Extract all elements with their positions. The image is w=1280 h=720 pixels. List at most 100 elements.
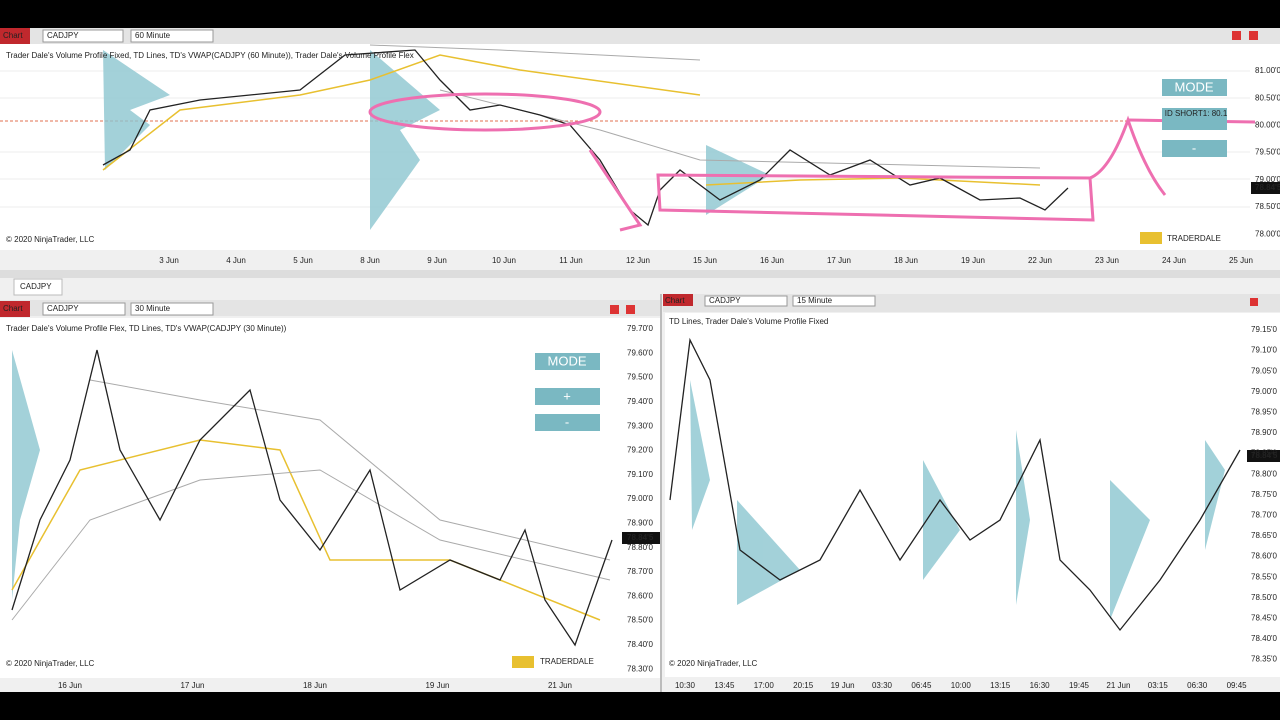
logo: TRADERDALE bbox=[1167, 234, 1221, 243]
volume-profile bbox=[12, 50, 1225, 620]
interval-select[interactable] bbox=[130, 302, 214, 316]
instrument-select[interactable] bbox=[42, 302, 126, 316]
price-tick: 78.00'0 bbox=[1255, 229, 1280, 238]
chart-tab[interactable] bbox=[0, 301, 30, 317]
close-button[interactable] bbox=[1250, 298, 1258, 306]
price-axis bbox=[1247, 313, 1280, 677]
date-label: 3 Jun bbox=[159, 256, 179, 265]
price-tick: 78.30'0 bbox=[627, 664, 654, 673]
tab-label[interactable]: Chart bbox=[665, 296, 685, 305]
price-tick: 78.50'0 bbox=[627, 616, 654, 625]
price-tick: 79.05'0 bbox=[1251, 366, 1278, 375]
workspace-tab[interactable] bbox=[13, 278, 63, 296]
date-label: 18 Jun bbox=[894, 256, 918, 265]
minus-button[interactable] bbox=[535, 414, 600, 431]
date-label: 12 Jun bbox=[626, 256, 650, 265]
workspace-tab-label[interactable]: CADJPY bbox=[20, 282, 52, 291]
button-label[interactable]: - bbox=[565, 414, 569, 429]
time-label: 06:30 bbox=[1187, 681, 1208, 690]
price-tick: 78.70'0 bbox=[627, 567, 654, 576]
interval-select[interactable] bbox=[130, 29, 214, 43]
button-label[interactable]: MODE bbox=[1175, 79, 1214, 94]
tab-label[interactable]: Chart bbox=[3, 304, 23, 313]
time-label: 06:45 bbox=[911, 681, 932, 690]
date-label: 8 Jun bbox=[360, 256, 380, 265]
button-label[interactable]: MODE bbox=[548, 353, 587, 368]
price-tick: 81.00'0 bbox=[1255, 66, 1280, 75]
price-axis bbox=[1250, 44, 1280, 250]
price-badge bbox=[622, 532, 660, 544]
interval-select[interactable] bbox=[792, 295, 876, 307]
price-tick: 79.20'0 bbox=[627, 446, 654, 455]
time-label: 09:45 bbox=[1227, 681, 1248, 690]
price-tick: 80.50'0 bbox=[1255, 93, 1280, 102]
instrument: CADJPY bbox=[47, 304, 79, 313]
time-label: 03:15 bbox=[1148, 681, 1169, 690]
date-label: 16 Jun bbox=[760, 256, 784, 265]
copyright: © 2020 NinjaTrader, LLC bbox=[6, 235, 95, 244]
instrument: CADJPY bbox=[709, 296, 741, 305]
date-label: 10 Jun bbox=[492, 256, 516, 265]
time-label: 17:00 bbox=[754, 681, 775, 690]
price-tick: 78.90'0 bbox=[627, 519, 654, 528]
price-tick: 78.60'0 bbox=[1251, 552, 1278, 561]
date-label: 17 Jun bbox=[180, 681, 204, 690]
time-label: 10:30 bbox=[675, 681, 696, 690]
button-label[interactable]: - bbox=[1192, 140, 1196, 155]
price-tick: 79.60'0 bbox=[627, 348, 654, 357]
chart-tab[interactable] bbox=[663, 294, 693, 306]
close-button[interactable] bbox=[1232, 31, 1241, 40]
time-label: 13:15 bbox=[990, 681, 1011, 690]
price-tick: 78.35'0 bbox=[1251, 655, 1278, 664]
interval: 60 Minute bbox=[135, 31, 171, 40]
time-label: 20:15 bbox=[793, 681, 814, 690]
price-tick: 79.50'0 bbox=[1255, 148, 1280, 157]
time-label: 10:00 bbox=[951, 681, 972, 690]
copyright: © 2020 NinjaTrader, LLC bbox=[6, 659, 95, 668]
price-tick: 78.50'0 bbox=[1251, 593, 1278, 602]
instrument: CADJPY bbox=[47, 31, 79, 40]
price-badge bbox=[1247, 450, 1280, 462]
instrument-select[interactable] bbox=[42, 29, 124, 43]
minus-button[interactable] bbox=[1162, 140, 1227, 157]
chart-tab[interactable] bbox=[0, 28, 30, 44]
date-label: 18 Jun bbox=[303, 681, 327, 690]
date-label: 22 Jun bbox=[1028, 256, 1052, 265]
date-label: 16 Jun bbox=[58, 681, 82, 690]
price-tick: 78.65'0 bbox=[1251, 531, 1278, 540]
time-label: 13:45 bbox=[714, 681, 735, 690]
date-label: 25 Jun bbox=[1229, 256, 1253, 265]
interval: 15 Minute bbox=[797, 296, 833, 305]
time-label: 19 Jun bbox=[831, 681, 855, 690]
price-tick: 78.40'0 bbox=[627, 640, 654, 649]
price-tick: 79.00'0 bbox=[627, 494, 654, 503]
tab-label[interactable]: Chart bbox=[3, 31, 23, 40]
plus-button[interactable] bbox=[1162, 108, 1227, 130]
order-label: ID SHORT1: 80.1 bbox=[1165, 109, 1228, 118]
close-button[interactable] bbox=[610, 305, 619, 314]
price-tick: 80.00'0 bbox=[1255, 121, 1280, 130]
date-label: 21 Jun bbox=[548, 681, 572, 690]
mode-button[interactable] bbox=[535, 353, 600, 370]
logo-mark bbox=[512, 232, 1162, 668]
interval: 30 Minute bbox=[135, 304, 171, 313]
plot-area bbox=[0, 318, 622, 678]
toolbar bbox=[0, 28, 1280, 44]
time-label: 16:30 bbox=[1030, 681, 1051, 690]
price-tick: 78.55'0 bbox=[1251, 572, 1278, 581]
current-price: 78.84'5 bbox=[1251, 451, 1278, 460]
instrument-select[interactable] bbox=[704, 295, 788, 307]
price-tick: 79.70'0 bbox=[627, 324, 654, 333]
logo: TRADERDALE bbox=[540, 657, 594, 666]
scrollbar[interactable] bbox=[0, 270, 1280, 278]
close-button[interactable] bbox=[1249, 31, 1258, 40]
mode-button[interactable] bbox=[1162, 79, 1227, 96]
close-button[interactable] bbox=[626, 305, 635, 314]
button-label[interactable]: + bbox=[563, 388, 571, 403]
price-tick: 78.80'0 bbox=[627, 543, 654, 552]
price-tick: 79.10'0 bbox=[627, 470, 654, 479]
price-tick: 79.50'0 bbox=[627, 373, 654, 382]
plus-button[interactable] bbox=[535, 388, 600, 405]
price-tick: 78.90'0 bbox=[1251, 428, 1278, 437]
